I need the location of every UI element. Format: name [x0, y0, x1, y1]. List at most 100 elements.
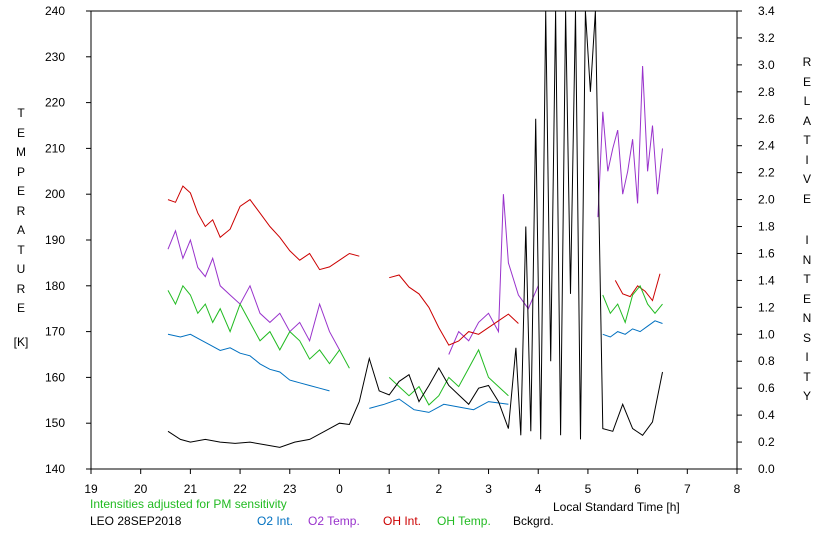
chart-axes: [86, 10, 742, 474]
x-tick-label: 21: [184, 482, 198, 496]
right-y-tick-label: 2.0: [758, 193, 775, 207]
right-y-tick-label: 1.0: [758, 327, 775, 341]
x-tick-label: 8: [734, 482, 741, 496]
left-axis-title-letter: R: [16, 203, 26, 218]
left-y-tick-label: 170: [45, 325, 65, 339]
right-axis-title-letter: I: [805, 152, 809, 167]
left-axis-title-letter: M: [16, 145, 26, 159]
left-y-tick-label: 210: [45, 141, 65, 155]
series-o2-temp-line: [597, 65, 663, 218]
right-y-tick-label: 3.0: [758, 58, 775, 72]
left-axis-unit: [K]: [13, 334, 29, 349]
legend-o2-temp: O2 Temp.: [308, 514, 360, 528]
legend-bckgrd: Bckgrd.: [513, 514, 554, 528]
left-axis-title-letter: E: [16, 184, 25, 198]
right-axis-title-letter: N: [802, 311, 812, 325]
right-y-tick-label: 2.2: [758, 166, 775, 180]
series-o2-int-line: [369, 398, 509, 413]
legend-oh-int: OH Int.: [383, 514, 422, 528]
left-axis-title-letter: E: [16, 125, 25, 140]
series-o2-int-line: [167, 333, 330, 392]
series-oh-int-line: [389, 274, 519, 346]
right-y-tick-label: 0.8: [758, 354, 775, 368]
right-y-tick-label: 2.6: [758, 112, 775, 126]
x-tick-label: 1: [386, 482, 393, 496]
x-tick-label: 7: [684, 482, 691, 496]
right-y-tick-label: 1.8: [758, 220, 775, 234]
right-axis-title-letter: A: [802, 113, 811, 128]
x-tick-label: 20: [134, 482, 148, 496]
legend-o2-int: O2 Int.: [257, 514, 294, 528]
right-axis-title-letter: T: [803, 272, 811, 286]
right-axis-title-letter: I: [805, 350, 809, 364]
legend-oh-temp: OH Temp.: [437, 514, 491, 528]
series-o2-temp-line: [167, 229, 340, 351]
right-y-tick-label: 2.8: [758, 85, 775, 99]
series-oh-int-line: [167, 185, 360, 271]
right-y-tick-label: 0.2: [758, 435, 775, 449]
left-y-tick-label: 180: [45, 279, 65, 293]
left-y-tick-label: 220: [45, 96, 65, 110]
series-bckgrd-line: [167, 11, 663, 448]
series-oh-temp-line: [388, 348, 509, 406]
x-tick-label: 19: [84, 482, 98, 496]
left-axis-title-letter: T: [17, 242, 25, 257]
right-axis-title-letter: S: [802, 330, 811, 345]
series-oh-temp-line: [167, 284, 350, 369]
left-y-tick-label: 140: [45, 462, 65, 476]
left-y-tick-label: 190: [45, 233, 65, 247]
series-layer: [167, 11, 663, 448]
right-axis-title-letter: R: [802, 55, 812, 69]
left-y-tick-label: 230: [45, 50, 65, 64]
x-tick-label: 22: [233, 482, 247, 496]
left-axis-title-letter: U: [16, 262, 26, 276]
x-axis-label: Local Standard Time [h]: [553, 500, 680, 514]
right-axis-title-letter: E: [802, 191, 811, 206]
right-axis-title-letter: T: [803, 369, 811, 384]
right-y-tick-label: 0.0: [758, 462, 775, 476]
series-o2-temp-line: [448, 194, 539, 355]
x-tick-label: 0: [336, 482, 343, 496]
right-y-tick-label: 1.4: [758, 273, 775, 287]
series-o2-int-line: [602, 320, 663, 338]
series-oh-temp-line: [602, 284, 663, 324]
right-axis-title-letter: E: [802, 291, 811, 306]
left-y-tick-label: 150: [45, 416, 65, 430]
right-axis-title-letter: L: [803, 94, 811, 108]
x-tick-label: 3: [485, 482, 492, 496]
x-tick-label: 6: [634, 482, 641, 496]
x-tick-label: 5: [585, 482, 592, 496]
left-axis-title-letter: R: [16, 281, 26, 296]
right-axis-title-letter: T: [803, 133, 811, 147]
right-y-tick-label: 3.2: [758, 31, 775, 45]
right-axis-title-letter: E: [802, 74, 811, 89]
tick-labels: 19 20 21 22 23 0 1 2 3 4 5 6 7 8140150160170180190200…: [45, 4, 775, 496]
right-axis-title-letter: I: [805, 233, 809, 247]
right-y-tick-label: 1.2: [758, 300, 775, 314]
right-y-tick-label: 2.4: [758, 139, 775, 153]
right-axis-title-letter: V: [802, 172, 811, 186]
x-tick-label: 23: [283, 482, 297, 496]
right-axis-title-letter: Y: [802, 389, 811, 403]
right-y-tick-label: 0.6: [758, 381, 775, 395]
right-axis-title-letter: N: [802, 252, 812, 267]
right-y-tick-label: 1.6: [758, 246, 775, 260]
left-y-tick-label: 160: [45, 370, 65, 384]
left-y-tick-label: 200: [45, 187, 65, 201]
station-date-label: LEO 28SEP2018: [90, 514, 182, 528]
left-axis-title-letter: P: [16, 164, 25, 179]
series-oh-int-line: [614, 273, 661, 302]
left-axis-title-letter: A: [16, 223, 25, 237]
x-tick-label: 2: [436, 482, 443, 496]
right-y-tick-label: 3.4: [758, 4, 775, 18]
left-axis-title-letter: T: [17, 106, 25, 120]
x-tick-label: 4: [535, 482, 542, 496]
left-axis-title-letter: E: [16, 301, 25, 315]
right-y-tick-label: 0.4: [758, 408, 775, 422]
